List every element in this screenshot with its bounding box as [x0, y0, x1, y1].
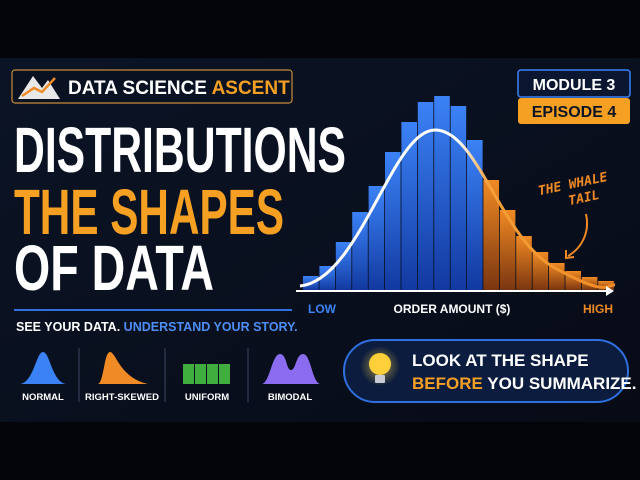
- tagline-accent: UNDERSTAND YOUR STORY.: [124, 320, 298, 334]
- histogram-bar: [467, 140, 483, 290]
- icon-uniform: [183, 364, 230, 384]
- uniform-block: [183, 364, 194, 384]
- callout: LOOK AT THE SHAPE BEFORE YOU SUMMARIZE.: [343, 339, 637, 403]
- brand-main: DATA SCIENCE: [68, 78, 207, 99]
- histogram-bar: [352, 212, 368, 290]
- axis-arrow: [606, 286, 614, 296]
- uniform-block: [207, 364, 218, 384]
- histogram-bar: [417, 102, 434, 290]
- histogram-bar: [499, 210, 516, 290]
- bulb-base: [375, 375, 385, 383]
- histogram-bar: [385, 152, 401, 290]
- annotation-arrowhead: [565, 250, 575, 260]
- high-label: HIGH: [583, 302, 613, 316]
- logo-arrow: [21, 77, 56, 98]
- badge: MODULE 3 EPISODE 4: [517, 69, 631, 124]
- callout-line: LOOK AT THE SHAPE: [412, 351, 589, 370]
- histogram-bar: [434, 96, 450, 290]
- brand-frame: [11, 69, 293, 104]
- annotation-line: TAIL: [567, 188, 601, 209]
- module-box: [517, 69, 631, 98]
- histogram-bar: [483, 180, 499, 290]
- shape-label: BIMODAL: [268, 392, 313, 403]
- icon-right-skewed: [98, 352, 148, 384]
- headline-line: OF DATA: [14, 232, 214, 304]
- module-label: MODULE 3: [533, 77, 616, 94]
- histogram-bar: [401, 122, 417, 290]
- shape-icons: NORMAL RIGHT-SKEWED UNIFORM BIMODAL: [20, 348, 320, 403]
- low-label: LOW: [308, 302, 337, 316]
- histogram-bar: [516, 236, 532, 290]
- brand: DATA SCIENCE ASCENT: [11, 69, 293, 104]
- histogram-bar: [450, 106, 467, 290]
- histogram-bar: [319, 266, 335, 290]
- bulb: [369, 353, 391, 375]
- shape-label: UNIFORM: [185, 392, 229, 403]
- axis-label: ORDER AMOUNT ($): [394, 302, 511, 316]
- brand-name: DATA SCIENCE ASCENT: [68, 78, 290, 99]
- histogram-bar: [368, 186, 385, 290]
- histogram-bar: [335, 242, 352, 290]
- episode-label: EPISODE 4: [532, 104, 617, 121]
- icon-bimodal: [262, 354, 320, 384]
- headline-line: THE SHAPES: [14, 176, 284, 248]
- shape-label: RIGHT-SKEWED: [85, 392, 159, 403]
- headline-line: DISTRIBUTIONS: [14, 114, 346, 186]
- uniform-block: [195, 364, 206, 384]
- tagline-main: SEE YOUR DATA.: [16, 320, 120, 334]
- annotation-arrow: [567, 213, 588, 257]
- callout-rest: YOU SUMMARIZE.: [487, 374, 636, 393]
- brand-accent: ASCENT: [212, 78, 291, 99]
- shape-label: NORMAL: [22, 392, 64, 403]
- episode-box: [518, 98, 630, 124]
- uniform-block: [219, 364, 230, 384]
- distribution-curve: [299, 128, 616, 289]
- histogram-illustration: [303, 96, 614, 290]
- callout-line: BEFORE YOU SUMMARIZE.: [412, 374, 637, 393]
- logo-mountain: [18, 76, 60, 99]
- icon-normal: [20, 352, 66, 384]
- callout-accent: BEFORE: [412, 374, 483, 393]
- callout-pill: [343, 339, 629, 403]
- tagline: SEE YOUR DATA. UNDERSTAND YOUR STORY.: [16, 320, 298, 334]
